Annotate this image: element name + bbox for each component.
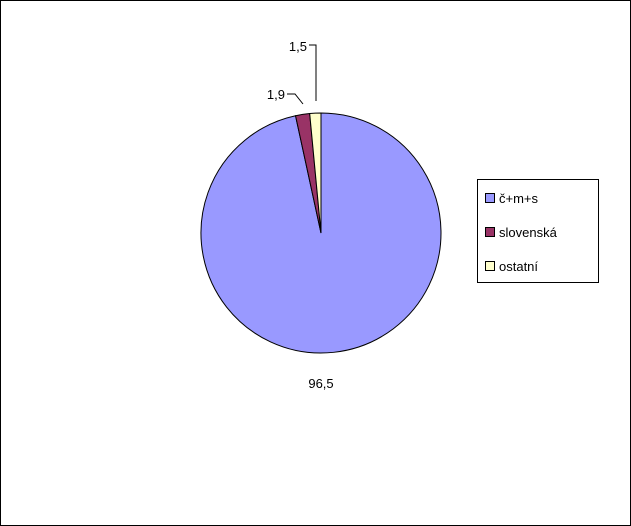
- legend-item-c-m-s: č+m+s: [485, 188, 538, 208]
- pie-slice-ostatni: [309, 112, 322, 234]
- leader-line-ostatni: [309, 44, 317, 101]
- legend-label-c-m-s: č+m+s: [499, 190, 539, 206]
- legend-item-ostatni: ostatní: [485, 256, 538, 276]
- data-label-slovenska: 1,9: [267, 87, 285, 102]
- legend-label-ostatni: ostatní: [499, 258, 539, 274]
- legend-swatch-c-m-s: [485, 193, 495, 203]
- legend: č+m+s slovenská ostatní: [477, 179, 599, 283]
- legend-swatch-slovenska: [485, 227, 495, 237]
- data-label-ostatni: 1,5: [289, 39, 307, 54]
- legend-swatch-ostatni: [485, 261, 495, 271]
- leader-line-slovenska: [287, 93, 304, 105]
- legend-item-slovenska: slovenská: [485, 222, 557, 242]
- data-label-c-m-s: 96,5: [308, 376, 333, 391]
- legend-label-slovenska: slovenská: [499, 224, 557, 240]
